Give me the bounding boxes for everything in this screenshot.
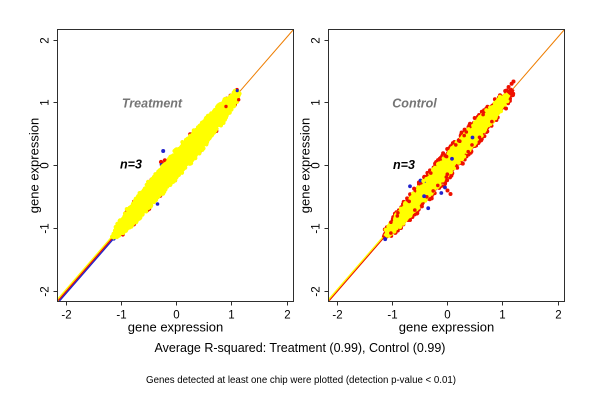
svg-text:n=3: n=3 bbox=[120, 158, 142, 172]
svg-text:-1: -1 bbox=[387, 310, 397, 322]
svg-text:Control: Control bbox=[392, 97, 437, 111]
svg-text:1: 1 bbox=[311, 99, 323, 105]
svg-text:0: 0 bbox=[444, 310, 450, 322]
svg-text:1: 1 bbox=[228, 310, 234, 322]
svg-text:2: 2 bbox=[555, 310, 561, 322]
svg-text:gene expression: gene expression bbox=[27, 118, 42, 213]
svg-text:1: 1 bbox=[499, 310, 505, 322]
svg-text:2: 2 bbox=[40, 37, 52, 43]
svg-text:2: 2 bbox=[284, 310, 290, 322]
svg-text:gene expression: gene expression bbox=[298, 118, 313, 213]
svg-text:-2: -2 bbox=[311, 286, 323, 296]
svg-text:gene expression: gene expression bbox=[128, 320, 223, 335]
svg-text:gene expression: gene expression bbox=[399, 320, 494, 335]
svg-text:Treatment: Treatment bbox=[122, 97, 183, 111]
svg-text:Average R-squared: Treatment (: Average R-squared: Treatment (0.99), Con… bbox=[155, 341, 446, 355]
svg-text:2: 2 bbox=[311, 37, 323, 43]
svg-text:0: 0 bbox=[40, 162, 52, 168]
svg-text:-1: -1 bbox=[311, 223, 323, 233]
svg-text:n=3: n=3 bbox=[393, 158, 415, 172]
svg-text:1: 1 bbox=[40, 99, 52, 105]
svg-text:-1: -1 bbox=[116, 310, 126, 322]
svg-text:-1: -1 bbox=[40, 223, 52, 233]
svg-text:Genes detected at least one ch: Genes detected at least one chip were pl… bbox=[146, 375, 456, 386]
svg-text:-2: -2 bbox=[40, 286, 52, 296]
svg-text:-2: -2 bbox=[61, 310, 71, 322]
svg-text:0: 0 bbox=[311, 162, 323, 168]
svg-text:0: 0 bbox=[173, 310, 179, 322]
svg-text:-2: -2 bbox=[332, 310, 342, 322]
